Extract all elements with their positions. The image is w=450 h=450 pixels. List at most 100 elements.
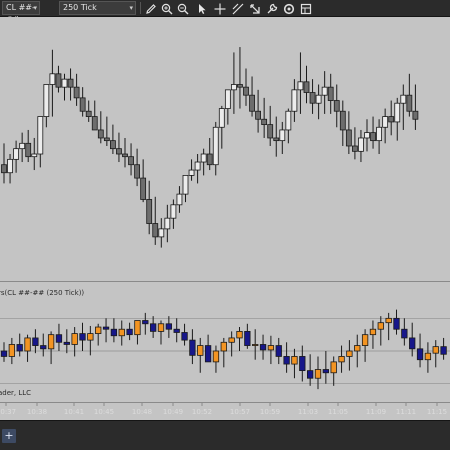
price-candle [321,86,328,96]
toolbar-divider [140,2,141,14]
indicator-candle [118,328,125,337]
price-candle [394,102,401,123]
indicator-candle [385,317,392,324]
price-candle [237,84,243,88]
indicator-candle [330,361,337,374]
price-candle [43,84,50,117]
indicator-candle [283,356,290,365]
price-candle [224,89,231,109]
time-label: 10:57 [230,408,250,416]
indicator-candle [204,345,212,363]
price-candle [376,126,383,142]
indicator-candle [393,317,400,330]
crosshair-icon[interactable] [213,1,227,15]
tab-bar: + [0,420,450,450]
zoom-in-icon[interactable] [160,1,174,15]
indicator-candle [24,337,31,352]
price-candle [351,145,358,152]
indicator-candle [149,323,157,332]
price-candle [122,153,128,158]
price-candle [243,86,249,96]
indicator-candle [252,344,259,346]
price-candle [37,116,44,155]
price-candle [206,153,213,166]
chart-canvas[interactable]: rs(CL ##-## (250 Tick)) ader, LLC 10:371… [0,17,450,420]
indicator-candle [354,345,361,352]
price-candle [55,73,62,88]
price-candle [382,116,389,128]
indicator-candle [236,330,243,339]
indicator-candle [55,334,63,343]
indicator-candle [47,334,55,350]
price-candle [279,129,286,142]
indicator-candle [220,341,227,352]
price-candle [249,94,255,112]
time-label: 10:52 [192,408,212,416]
time-label: 11:09 [366,408,386,416]
time-label: 10:38 [27,408,47,416]
price-candle [97,129,104,139]
time-label: 10:49 [163,408,183,416]
price-candle [25,142,32,158]
price-candle [85,110,92,117]
indicator-candle [165,323,173,330]
indicator-candle [409,337,416,350]
indicator-candle [440,346,447,355]
chevron-down-icon: ▾ [129,4,133,12]
add-tab-button[interactable]: + [2,429,16,443]
price-candle [370,132,376,142]
refresh-icon[interactable] [282,1,296,15]
price-candle [188,169,195,176]
indicator-candle [432,346,439,354]
indicator-candle [322,369,330,374]
indicator-candle [79,333,86,341]
indicator-candle [95,326,102,334]
price-candle [91,116,98,131]
indicator-candle [346,350,353,357]
indicator-candle [401,328,408,339]
indicator-candle [369,328,377,336]
price-candle [267,124,274,139]
time-axis: 10:37 10:38 10:41 10:45 10:48 10:49 10:52 10:57… [0,402,447,416]
indicator-candle [40,345,47,350]
zoom-out-icon[interactable] [176,1,190,15]
price-candle [364,132,370,139]
indicator-candle [189,339,196,356]
chart-toolbar: CL ##-## ▾ 250 Tick ▾ [0,0,450,24]
price-candle [218,108,225,128]
wrench-icon[interactable] [265,1,279,15]
indicator-candle [173,328,180,333]
indicator-candle [314,369,322,379]
indicator-candle [63,341,70,345]
indicator-candle [134,320,141,336]
indicator-candle [244,330,251,346]
indicator-candle [377,322,384,330]
lines-icon[interactable] [231,1,245,15]
indicator-candle [126,328,133,336]
price-candle [140,177,147,200]
price-candle [194,161,201,171]
properties-icon[interactable] [248,1,262,15]
pencil-icon[interactable] [144,1,158,15]
time-label: 10:37 [0,408,16,416]
pointer-icon[interactable] [195,1,209,15]
chart-area[interactable]: rs(CL ##-## (250 Tick)) ader, LLC 10:371… [0,17,450,420]
indicator-candle [338,356,345,363]
interval-selector[interactable]: 250 Tick ▾ [59,1,136,15]
price-candle [146,199,153,224]
indicator-candle [110,328,118,337]
time-label: 10:48 [132,408,152,416]
price-candle [230,84,237,91]
data-box-icon[interactable] [299,1,313,15]
indicator-candle [259,344,267,351]
price-candle [49,73,56,85]
time-label: 10:59 [260,408,280,416]
price-candle [291,89,298,112]
indicator-candle [291,356,298,365]
price-candle [309,92,316,104]
indicator-candle [8,344,16,357]
indicator-candle [157,323,165,332]
price-candle [13,148,20,160]
instrument-selector[interactable]: CL ##-## ▾ [2,1,40,24]
